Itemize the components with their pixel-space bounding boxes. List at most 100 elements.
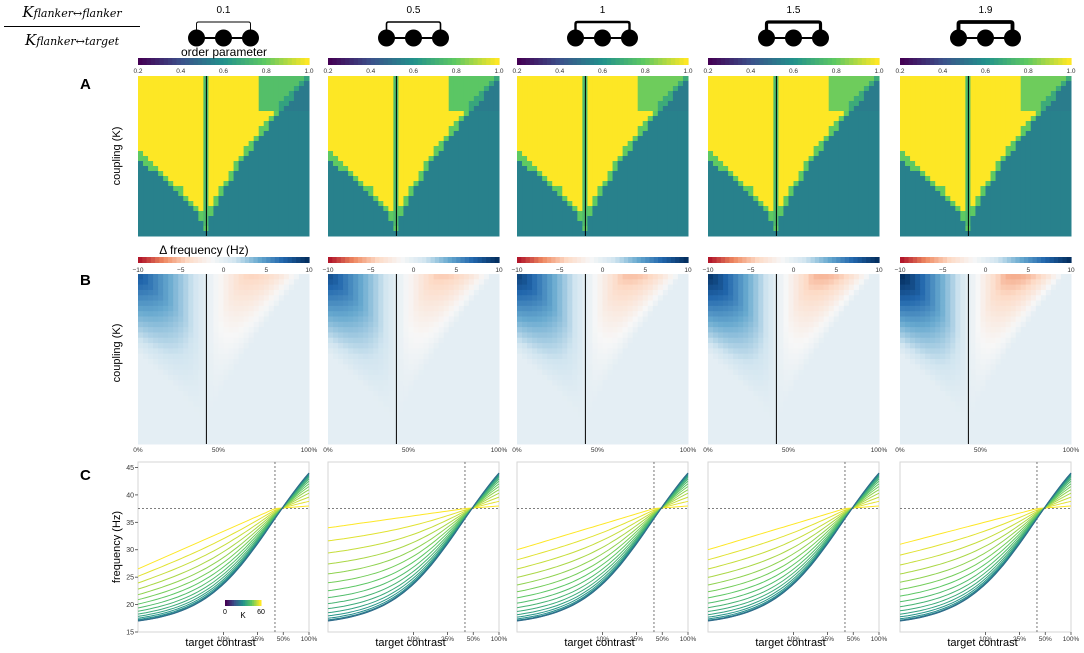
heatmap-cell bbox=[617, 206, 624, 212]
colorbar-segment bbox=[185, 58, 190, 65]
heatmap-cell bbox=[298, 171, 305, 177]
heatmap-cell bbox=[868, 91, 875, 97]
heatmap-cell bbox=[838, 116, 845, 122]
heatmap-cell bbox=[547, 221, 553, 227]
heatmap-cell bbox=[233, 111, 240, 117]
heatmap-cell bbox=[483, 106, 490, 112]
heatmap-cell bbox=[632, 201, 639, 207]
heatmap-cell bbox=[808, 101, 815, 107]
heatmap-cell bbox=[838, 176, 845, 182]
colorbar-segment bbox=[615, 58, 621, 65]
heatmap-cell bbox=[363, 191, 369, 197]
heatmap-cell bbox=[468, 116, 475, 122]
heatmap-cell bbox=[428, 141, 435, 147]
heatmap-cell bbox=[723, 161, 729, 167]
heatmap-cell bbox=[273, 181, 280, 187]
colorbar-segment bbox=[227, 58, 233, 65]
heatmap-cell bbox=[572, 96, 578, 102]
heatmap-cell bbox=[283, 96, 290, 102]
heatmap-cell bbox=[373, 226, 379, 232]
heatmap-cell bbox=[552, 191, 558, 197]
heatmap-cell bbox=[433, 211, 440, 217]
colorbar-segment bbox=[451, 58, 457, 65]
heatmap-cell bbox=[483, 96, 490, 102]
heatmap-cell bbox=[572, 201, 578, 207]
heatmap-cell bbox=[738, 216, 744, 222]
colorbar-segment bbox=[679, 58, 685, 65]
heatmap-cell bbox=[542, 156, 548, 162]
heatmap-cell bbox=[778, 151, 784, 157]
heatmap-cell bbox=[208, 171, 214, 177]
heatmap-cell bbox=[753, 176, 759, 182]
heatmap-cell bbox=[143, 206, 149, 212]
colorbar-segment bbox=[998, 257, 1004, 263]
heatmap-cell bbox=[788, 131, 794, 137]
heatmap-cell bbox=[617, 201, 624, 207]
heatmap-cell bbox=[813, 116, 820, 122]
heatmap-cell bbox=[488, 76, 495, 82]
heatmap-cell bbox=[433, 136, 440, 142]
heatmap-cell bbox=[788, 201, 794, 207]
heatmap-cell bbox=[667, 96, 674, 102]
heatmap-cell bbox=[373, 206, 379, 212]
colorbar-segment bbox=[340, 58, 346, 65]
heatmap-cell bbox=[173, 96, 179, 102]
heatmap-cell bbox=[178, 171, 184, 177]
colorbar-segment bbox=[210, 257, 216, 263]
heatmap-cell bbox=[378, 156, 384, 162]
heatmap-cell bbox=[607, 166, 614, 172]
heatmap-cell bbox=[813, 86, 820, 92]
heatmap-cell bbox=[642, 181, 649, 187]
heatmap-cell bbox=[738, 181, 744, 187]
colorbar-segment bbox=[138, 58, 143, 65]
heatmap-cell bbox=[843, 201, 850, 207]
heatmap-cell bbox=[723, 86, 729, 92]
heatmap-cell bbox=[652, 81, 659, 87]
heatmap-cell bbox=[753, 216, 759, 222]
heatmap-cell bbox=[268, 151, 275, 157]
heatmap-cell bbox=[637, 156, 644, 162]
heatmap-cell bbox=[368, 116, 374, 122]
heatmap-cell bbox=[843, 91, 850, 97]
heatmap-cell bbox=[183, 126, 189, 132]
heatmap-cell bbox=[642, 151, 649, 157]
heatmap-cell bbox=[268, 86, 275, 92]
heatmap-cell bbox=[572, 151, 578, 157]
heatmap-cell bbox=[268, 221, 275, 227]
heatmap-cell bbox=[233, 196, 240, 202]
heatmap-cell bbox=[718, 151, 724, 157]
heatmap-cell bbox=[562, 106, 568, 112]
heatmap-cell bbox=[607, 111, 614, 117]
heatmap-cell bbox=[453, 216, 460, 222]
heatmap-cell bbox=[868, 96, 875, 102]
heatmap-cell bbox=[303, 191, 310, 197]
heatmap-cell bbox=[662, 196, 669, 202]
heatmap-cell bbox=[453, 136, 460, 142]
heatmap-cell bbox=[547, 86, 553, 92]
heatmap-cell bbox=[823, 211, 830, 217]
heatmap-cell bbox=[463, 161, 470, 167]
heatmap-cell bbox=[298, 196, 305, 202]
heatmap-cell bbox=[833, 156, 840, 162]
heatmap-cell bbox=[413, 96, 420, 102]
heatmap-cell bbox=[488, 136, 495, 142]
heatmap-cell bbox=[153, 126, 159, 132]
heatmap-cell bbox=[473, 121, 480, 127]
heatmap-cell bbox=[748, 161, 754, 167]
heatmap-cell bbox=[298, 131, 305, 137]
flanker-coupling-arc bbox=[764, 20, 823, 36]
heatmap-cell bbox=[682, 111, 689, 117]
heatmap-cell bbox=[143, 176, 149, 182]
heatmap-cell bbox=[758, 156, 764, 162]
heatmap-cell bbox=[652, 146, 659, 152]
heatmap-cell bbox=[493, 171, 500, 177]
heatmap-cell bbox=[562, 221, 568, 227]
heatmap-cell bbox=[403, 136, 409, 142]
heatmap-cell bbox=[243, 101, 250, 107]
heatmap-cell bbox=[188, 166, 194, 172]
heatmap-cell bbox=[823, 76, 830, 82]
heatmap-cell bbox=[228, 146, 235, 152]
heatmap-cell bbox=[433, 126, 440, 132]
heatmap-cell bbox=[833, 166, 840, 172]
heatmap-cell bbox=[577, 81, 583, 87]
